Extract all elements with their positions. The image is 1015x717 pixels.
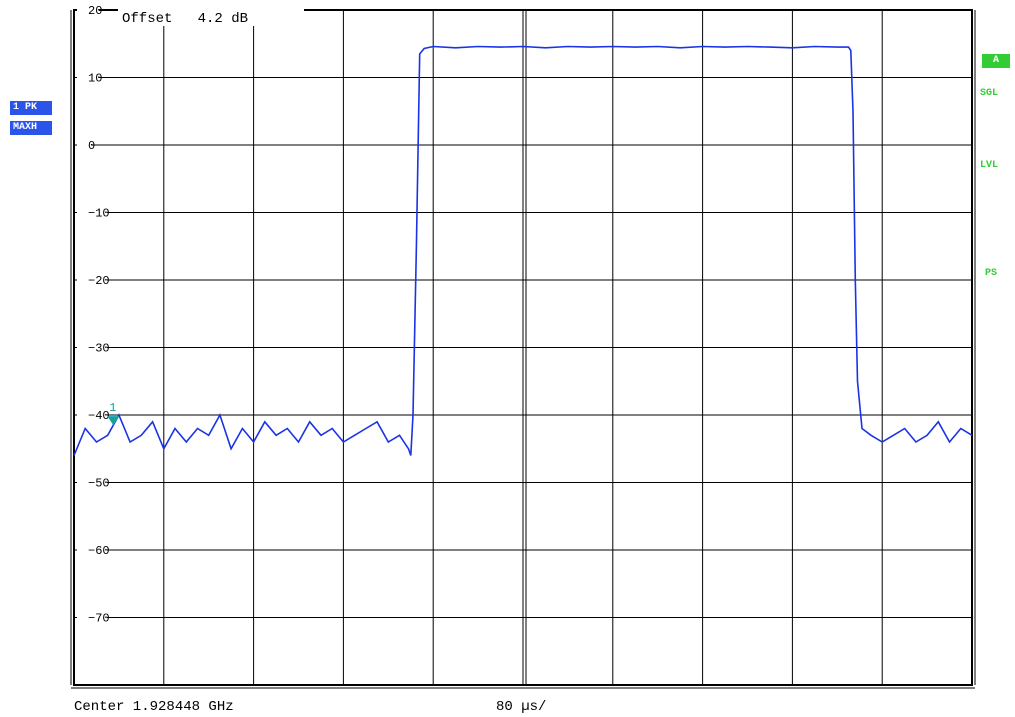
- tick-label-bg: [77, 407, 107, 422]
- trace-series: [73, 45, 973, 456]
- status-lvl: LVL: [980, 160, 999, 171]
- tick-label-bg: [77, 272, 107, 287]
- trace-mode-badge-line1: 1 PK: [10, 101, 52, 115]
- tick-label-bg: [77, 609, 107, 625]
- tick-label-bg: [77, 474, 107, 490]
- trace-mode-badge-line2: MAXH: [10, 121, 52, 135]
- center-frequency-label: Center 1.928448 GHz: [74, 699, 234, 715]
- tick-label-bg: [77, 2, 99, 17]
- grid: [70, 9, 976, 689]
- marker-label: 1: [109, 401, 116, 415]
- y-tick-label: −50: [88, 477, 110, 491]
- status-sgl: SGL: [980, 88, 999, 99]
- y-tick-label: −30: [88, 342, 110, 356]
- marker-group: 1: [107, 401, 120, 426]
- tick-label-bg: [77, 204, 107, 220]
- trace-line-1: [73, 45, 973, 456]
- y-tick-label: 20: [88, 4, 102, 18]
- time-per-division-label: 80 µs/: [496, 699, 546, 715]
- tick-label-bg: [77, 339, 107, 355]
- y-tick-label: 0: [88, 139, 95, 153]
- y-tick-label: −40: [88, 409, 110, 423]
- y-tick-label: −20: [88, 274, 110, 288]
- y-tick-label: −10: [88, 207, 110, 221]
- offset-label: Offset 4.2 dB: [122, 11, 248, 27]
- y-tick-label: 10: [88, 72, 102, 86]
- status-ps: PS: [985, 268, 998, 279]
- offset-label-bg: [118, 8, 304, 26]
- y-tick-labels: 20 10 0 −10 −20 −30 −40 −50 −60 −70: [77, 2, 110, 626]
- tick-label-bg: [77, 542, 107, 557]
- tick-label-bg: [77, 69, 99, 85]
- y-tick-label: −70: [88, 612, 110, 626]
- tick-label-bg: [77, 137, 91, 152]
- marker-triangle: [107, 416, 120, 426]
- y-tick-label: −60: [88, 544, 110, 558]
- trace-a-badge: A: [982, 54, 1010, 68]
